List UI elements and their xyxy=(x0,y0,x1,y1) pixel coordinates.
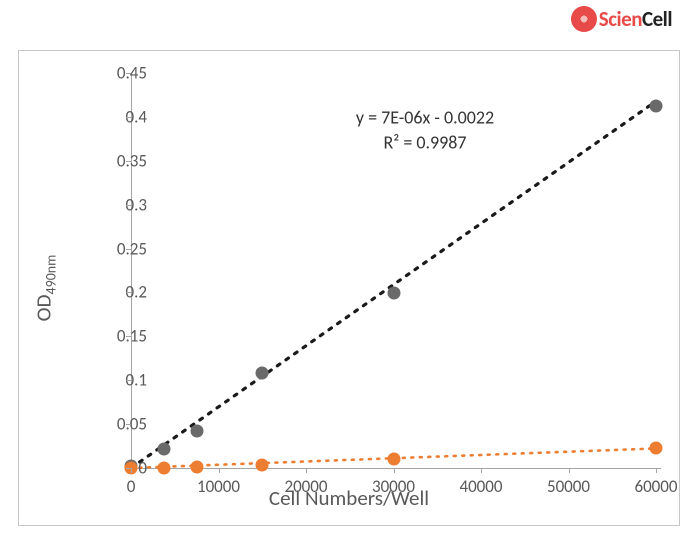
y-axis-title-subscript: 490nm xyxy=(43,255,60,295)
data-point-series-b xyxy=(256,459,269,472)
x-tick-label: 30000 xyxy=(372,476,415,497)
x-tick-mark xyxy=(131,468,132,473)
data-point-series-b xyxy=(387,453,400,466)
y-tick-label: 0.25 xyxy=(87,238,147,259)
y-tick-label: 0.2 xyxy=(87,282,147,303)
regression-equation-line2: R² = 0.9987 xyxy=(383,131,466,153)
x-tick-label: 20000 xyxy=(284,476,327,497)
y-tick-label: 0.3 xyxy=(87,194,147,215)
y-tick-mark xyxy=(126,117,131,118)
y-tick-mark xyxy=(126,73,131,74)
brand-logo-text-part2: Cell xyxy=(642,6,672,32)
y-tick-mark xyxy=(126,161,131,162)
chart-container: OD490nm y = 7E-06x - 0.0022 R² = 0.9987 … xyxy=(18,50,680,526)
y-tick-mark xyxy=(126,424,131,425)
data-point-series-b xyxy=(650,441,663,454)
data-point-series-b xyxy=(190,461,203,474)
x-tick-mark xyxy=(219,468,220,473)
x-tick-mark xyxy=(569,468,570,473)
y-tick-mark xyxy=(126,205,131,206)
y-tick-label: 0.45 xyxy=(87,63,147,84)
data-point-series-a xyxy=(387,287,400,300)
regression-equation: y = 7E-06x - 0.0022 R² = 0.9987 xyxy=(356,106,494,155)
y-tick-mark xyxy=(126,380,131,381)
x-tick-mark xyxy=(481,468,482,473)
regression-equation-line1: y = 7E-06x - 0.0022 xyxy=(356,107,494,129)
x-tick-label: 10000 xyxy=(197,476,240,497)
brand-logo-mark xyxy=(571,6,597,32)
y-axis-title-prefix: OD xyxy=(30,295,56,322)
x-tick-label: 40000 xyxy=(459,476,502,497)
trendline-series-a xyxy=(131,101,656,468)
y-tick-mark xyxy=(126,336,131,337)
plot-area: y = 7E-06x - 0.0022 R² = 0.9987 xyxy=(131,73,656,468)
brand-logo-text-part1: Scien xyxy=(599,6,642,32)
brand-logo-text: ScienCell xyxy=(599,6,672,32)
data-point-series-a xyxy=(157,442,170,455)
y-tick-label: 0.35 xyxy=(87,150,147,171)
x-tick-label: 50000 xyxy=(547,476,590,497)
x-tick-label: 0 xyxy=(127,476,136,497)
y-axis-title: OD490nm xyxy=(30,255,59,322)
brand-logo: ScienCell xyxy=(571,6,672,32)
y-tick-label: 0.1 xyxy=(87,370,147,391)
y-tick-label: 0.15 xyxy=(87,326,147,347)
y-tick-label: 0 xyxy=(87,458,147,479)
data-point-series-a xyxy=(190,425,203,438)
x-tick-mark xyxy=(656,468,657,473)
data-point-series-b xyxy=(157,461,170,474)
y-tick-label: 0.05 xyxy=(87,414,147,435)
x-tick-mark xyxy=(306,468,307,473)
data-point-series-a xyxy=(256,367,269,380)
x-tick-mark xyxy=(394,468,395,473)
y-tick-label: 0.4 xyxy=(87,106,147,127)
data-point-series-a xyxy=(650,100,663,113)
y-tick-mark xyxy=(126,292,131,293)
x-tick-label: 60000 xyxy=(634,476,677,497)
y-tick-mark xyxy=(126,249,131,250)
